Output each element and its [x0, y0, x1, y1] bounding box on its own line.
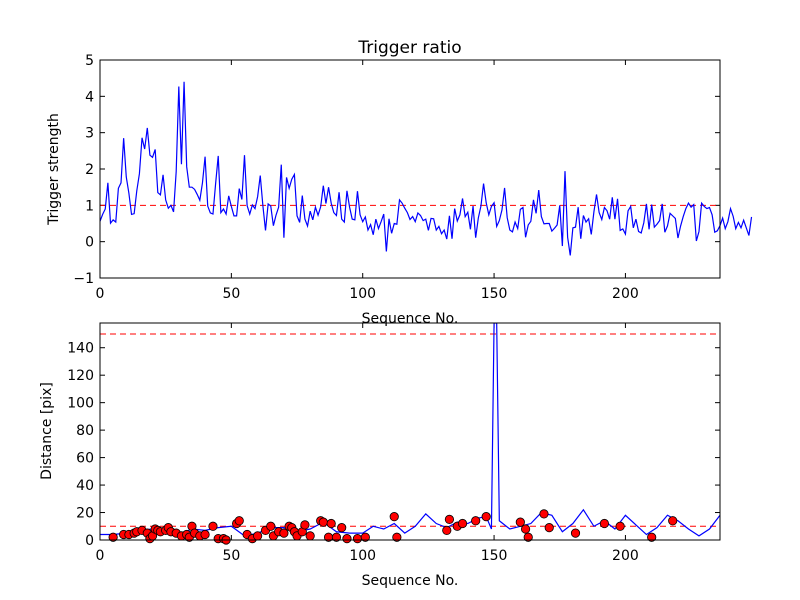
plot-frame: [99, 59, 721, 279]
detection-marker: [337, 523, 347, 533]
detection-marker: [442, 525, 452, 535]
y-tick-label: 60: [76, 451, 94, 467]
detection-marker: [392, 532, 402, 542]
detection-marker: [481, 512, 491, 522]
detection-marker: [234, 516, 244, 526]
detection-marker: [352, 534, 363, 544]
detection-marker: [599, 518, 610, 529]
chart-title: Trigger ratio: [357, 38, 461, 58]
detection-marker: [520, 524, 531, 534]
y-tick-label: 0: [85, 235, 94, 251]
y-tick-label: 3: [85, 126, 94, 142]
y-tick-label: 5: [85, 53, 94, 69]
detection-marker: [342, 534, 352, 544]
detection-marker: [253, 531, 263, 541]
x-tick-label: 100: [349, 548, 376, 564]
detection-marker: [200, 529, 210, 540]
detection-marker: [300, 520, 310, 530]
x-tick-label: 150: [481, 548, 508, 564]
detection-marker: [515, 517, 525, 527]
y-axis-label: Trigger strength: [46, 113, 62, 226]
detection-marker: [331, 532, 342, 542]
detection-marker: [544, 523, 554, 533]
y-tick-label: 0: [85, 533, 94, 549]
x-tick-label: 0: [96, 286, 105, 302]
x-tick-label: 200: [612, 548, 639, 564]
x-tick-label: 50: [222, 548, 240, 564]
detection-marker: [326, 518, 336, 529]
y-tick-label: 140: [67, 341, 94, 357]
y-tick-label: 20: [76, 506, 94, 522]
y-tick-label: 1: [85, 198, 94, 214]
detection-marker: [539, 509, 549, 519]
detection-marker: [208, 521, 218, 531]
detection-marker: [305, 531, 315, 541]
y-tick-label: 2: [85, 162, 94, 178]
detection-marker: [279, 528, 289, 538]
trigger-strength-series: [99, 81, 753, 256]
detection-marker: [108, 532, 118, 542]
y-tick-label: −1: [73, 271, 94, 287]
x-axis-label: Sequence No.: [362, 573, 459, 589]
detection-marker: [360, 532, 370, 542]
detection-marker: [471, 516, 481, 526]
y-tick-label: 40: [76, 478, 94, 494]
detection-marker: [615, 521, 625, 531]
detection-marker: [444, 514, 455, 525]
y-tick-label: 100: [67, 396, 94, 412]
x-tick-label: 150: [481, 286, 508, 302]
x-axis-label: Sequence No.: [362, 311, 459, 327]
x-tick-label: 0: [96, 548, 105, 564]
x-tick-label: 200: [612, 286, 639, 302]
detection-marker: [318, 517, 328, 527]
detection-marker: [570, 528, 581, 538]
y-tick-label: 80: [76, 423, 94, 439]
x-tick-label: 100: [349, 286, 376, 302]
y-axis-label: Distance [pix]: [39, 382, 55, 480]
detection-marker: [523, 532, 533, 542]
detection-marker: [266, 521, 276, 531]
detection-marker: [647, 532, 657, 542]
detection-marker: [457, 518, 468, 529]
distance-chart: 0 50 100 150 200 0 20 40 60 80 100 120 140 Sequence …: [39, 322, 721, 589]
y-tick-label: 4: [85, 89, 94, 105]
x-tick-label: 50: [222, 286, 240, 302]
detection-marker: [668, 516, 678, 526]
plot-frame: [99, 322, 721, 541]
y-tick-label: 120: [67, 368, 94, 384]
detection-marker: [389, 512, 399, 522]
